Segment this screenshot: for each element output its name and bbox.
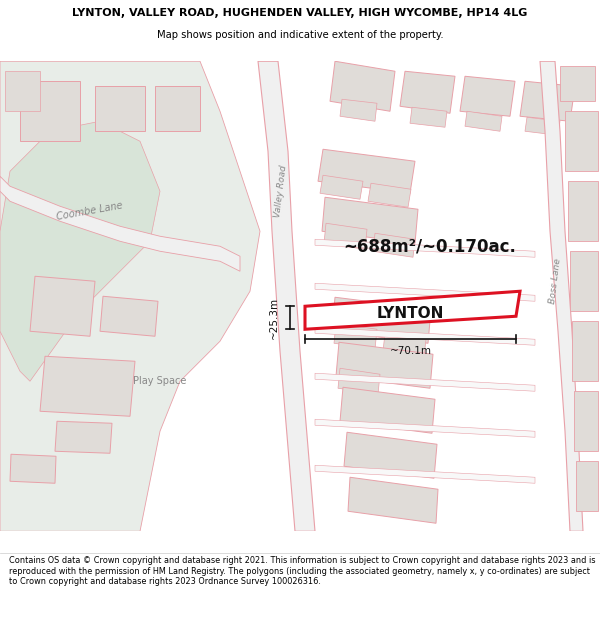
Polygon shape <box>344 432 437 478</box>
Polygon shape <box>30 276 95 336</box>
Polygon shape <box>560 66 595 101</box>
Polygon shape <box>565 111 598 171</box>
Polygon shape <box>340 388 435 433</box>
Polygon shape <box>400 71 455 113</box>
Polygon shape <box>330 61 395 111</box>
Polygon shape <box>0 121 160 381</box>
Polygon shape <box>5 71 40 111</box>
Polygon shape <box>315 328 535 345</box>
Polygon shape <box>40 356 135 416</box>
Polygon shape <box>336 342 433 388</box>
Polygon shape <box>95 86 145 131</box>
Polygon shape <box>315 419 535 437</box>
Polygon shape <box>315 239 535 258</box>
Polygon shape <box>0 61 260 531</box>
Text: ~70.1m: ~70.1m <box>389 346 431 356</box>
Polygon shape <box>315 283 535 301</box>
Polygon shape <box>368 183 411 208</box>
Polygon shape <box>20 81 80 141</box>
Polygon shape <box>572 321 598 381</box>
Polygon shape <box>318 149 415 193</box>
Text: Play Space: Play Space <box>133 376 187 386</box>
Polygon shape <box>574 391 598 451</box>
Polygon shape <box>100 296 158 336</box>
Text: LYNTON, VALLEY ROAD, HUGHENDEN VALLEY, HIGH WYCOMBE, HP14 4LG: LYNTON, VALLEY ROAD, HUGHENDEN VALLEY, H… <box>73 8 527 18</box>
Polygon shape <box>334 323 377 349</box>
Polygon shape <box>0 176 240 271</box>
Polygon shape <box>324 223 367 249</box>
Polygon shape <box>340 99 377 121</box>
Text: Contains OS data © Crown copyright and database right 2021. This information is : Contains OS data © Crown copyright and d… <box>9 556 595 586</box>
Polygon shape <box>525 118 560 135</box>
Polygon shape <box>322 198 418 243</box>
Text: Valley Road: Valley Road <box>274 164 289 218</box>
Text: Coombe Lane: Coombe Lane <box>56 201 124 222</box>
Polygon shape <box>568 181 598 241</box>
Polygon shape <box>155 86 200 131</box>
Polygon shape <box>320 175 363 199</box>
Text: Map shows position and indicative extent of the property.: Map shows position and indicative extent… <box>157 30 443 40</box>
Polygon shape <box>540 61 583 531</box>
Polygon shape <box>315 465 535 483</box>
Text: ~688m²/~0.170ac.: ~688m²/~0.170ac. <box>344 238 517 255</box>
Polygon shape <box>338 368 380 394</box>
Text: ~25.3m: ~25.3m <box>269 297 279 339</box>
Polygon shape <box>373 233 415 258</box>
Polygon shape <box>570 251 598 311</box>
Polygon shape <box>465 111 502 131</box>
Polygon shape <box>348 478 438 523</box>
Polygon shape <box>383 333 426 357</box>
Polygon shape <box>315 373 535 391</box>
Polygon shape <box>520 81 575 121</box>
Text: LYNTON: LYNTON <box>376 306 443 321</box>
Polygon shape <box>410 107 447 127</box>
Polygon shape <box>305 291 520 329</box>
Polygon shape <box>10 454 56 483</box>
Polygon shape <box>460 76 515 116</box>
Polygon shape <box>258 61 315 531</box>
Text: Boss Lane: Boss Lane <box>548 258 562 304</box>
Polygon shape <box>55 421 112 453</box>
Polygon shape <box>332 298 431 343</box>
Polygon shape <box>576 461 598 511</box>
